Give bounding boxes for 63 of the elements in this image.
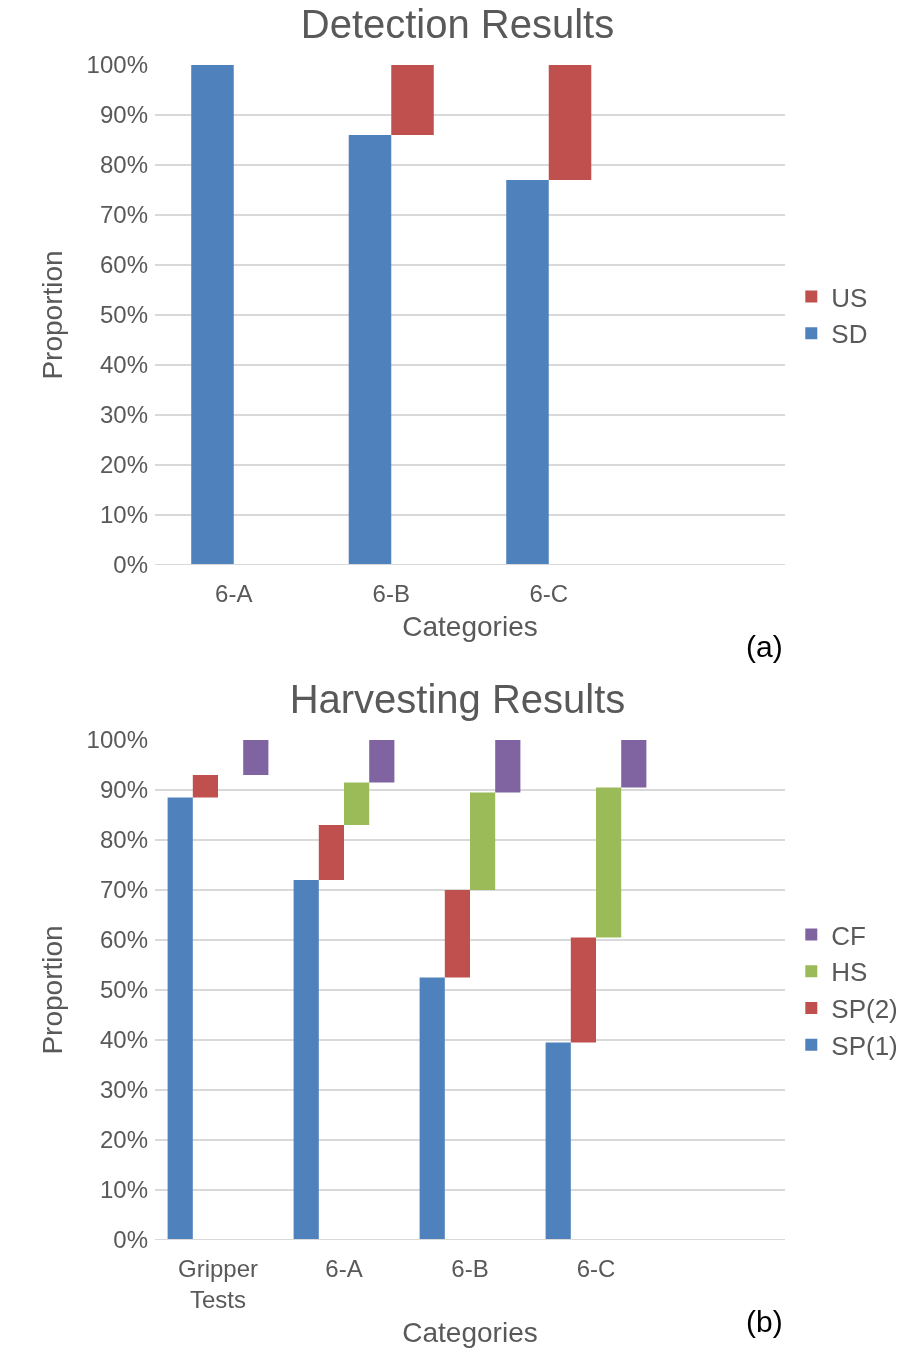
chart-title: Detection Results [300,2,615,47]
bar [545,1042,571,1240]
y-axis-title: Proportion [37,250,69,380]
y-tick-label: 20% [99,451,148,479]
y-tick-label: 100% [86,51,148,79]
bar [419,977,445,1240]
x-tick-label: 6-B [372,580,410,607]
bar [192,775,218,798]
y-tick-label: 50% [99,976,148,1004]
y-axis-title: Proportion [37,925,69,1055]
y-tick-label: 70% [99,201,148,229]
legend-label: SD [831,319,868,350]
y-tick-label: 60% [99,926,148,954]
bar [495,740,521,793]
text: (b) [746,1305,783,1338]
bar [506,180,549,565]
legend-label: CF [831,920,866,951]
x-axis-title: Categories [402,611,538,643]
bar [167,797,193,1240]
y-tick-label: 90% [99,776,148,804]
legend-label: SP(1) [831,1030,898,1061]
y-tick-label: 40% [99,1026,148,1054]
bar [391,65,434,135]
bar [293,880,319,1240]
x-tick-label: 6-C [576,1255,616,1282]
y-tick-label: 0% [113,551,148,579]
y-tick-label: 30% [99,1076,148,1104]
bar [344,782,370,825]
y-tick-label: 10% [99,501,148,529]
chart-title: Harvesting Results [289,677,626,722]
bar [596,787,622,938]
y-tick-label: 80% [99,826,148,854]
bar [243,740,269,775]
x-axis-title: Categories [402,1317,538,1349]
bar [369,740,395,783]
y-tick-label: 10% [99,1176,148,1204]
legend-label: SP(2) [831,994,898,1025]
y-tick-label: 0% [113,1226,148,1254]
x-tick-label: 6-A [215,580,253,607]
y-tick-label: 30% [99,401,148,429]
x-tick-label: 6-A [325,1255,363,1282]
legend-label: HS [831,957,868,988]
bar [348,135,392,565]
y-tick-label: 70% [99,876,148,904]
y-tick-label: 20% [99,1126,148,1154]
bar [191,65,234,565]
y-tick-label: 40% [99,351,148,379]
bar [318,825,344,880]
bar [444,890,470,978]
y-tick-label: 90% [99,101,148,129]
y-tick-label: 100% [86,726,148,754]
bar [470,792,496,890]
x-tick-label: 6-C [529,580,569,607]
legend-label: US [831,282,868,313]
x-tick-label: Gripper Tests [177,1255,259,1314]
bar [570,937,596,1043]
bar [621,740,647,788]
y-tick-label: 50% [99,301,148,329]
x-tick-label: 6-B [451,1255,489,1282]
text: (a) [746,630,783,663]
bar [548,65,592,180]
y-tick-label: 80% [99,151,148,179]
y-tick-label: 60% [99,251,148,279]
